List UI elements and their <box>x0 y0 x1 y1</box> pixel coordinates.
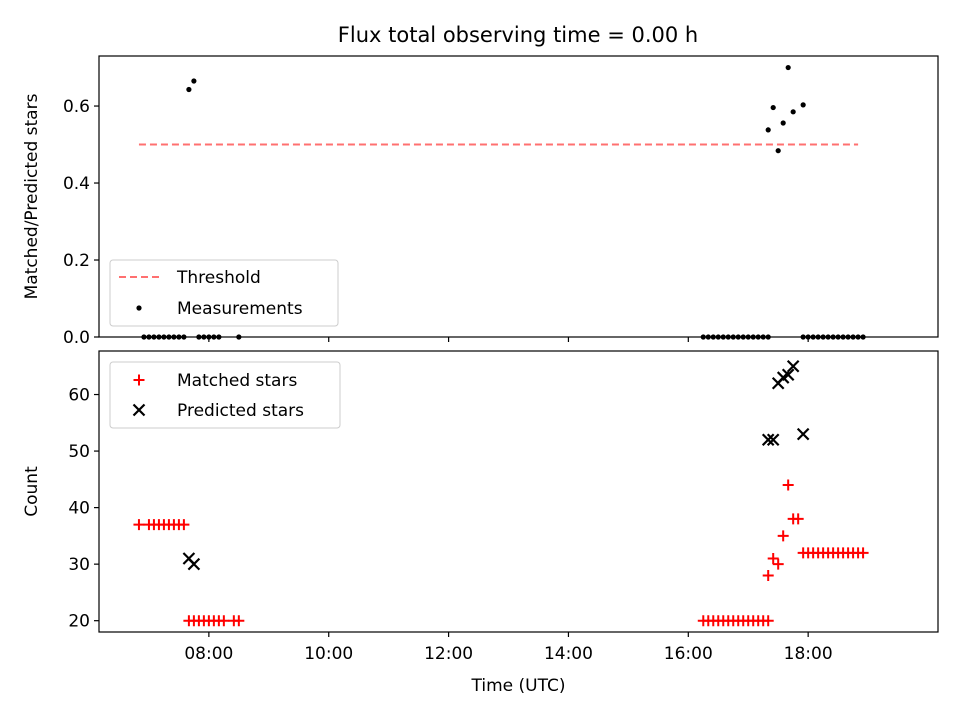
top-frame <box>98 55 939 338</box>
bottom-ytick-label: 50 <box>68 442 90 462</box>
bottom-legend-box <box>109 361 341 429</box>
matched-star-point <box>792 513 804 525</box>
measurement-point <box>191 78 197 84</box>
predicted-star-point <box>187 557 201 571</box>
legend-measurements-swatch <box>136 305 142 311</box>
legend-matched-label: Matched stars <box>177 371 297 391</box>
top-ylabel: Matched/Predicted stars <box>22 93 42 299</box>
bottom-xtick-label: 10:00 <box>304 644 353 664</box>
legend-matched-swatch <box>133 374 145 386</box>
measurement-point <box>186 86 192 93</box>
top-legend-box <box>109 259 339 327</box>
bottom-ytick-label: 40 <box>68 499 90 519</box>
predicted-stars-series <box>182 359 810 571</box>
predicted-star-point <box>781 368 795 382</box>
measurement-point <box>770 104 776 111</box>
bottom-legend: Matched stars Predicted stars <box>109 361 341 429</box>
matched-star-point <box>767 552 779 564</box>
legend-measurements-label: Measurements <box>177 299 303 319</box>
matched-star-point <box>777 530 789 542</box>
matched-star-point <box>178 519 190 531</box>
legend-predicted-label: Predicted stars <box>177 401 304 421</box>
measurement-point <box>790 109 796 115</box>
matched-star-point <box>772 558 784 570</box>
measurement-point <box>765 127 771 133</box>
top-legend: Threshold Measurements <box>109 259 339 327</box>
top-panel: 0.0 0.2 0.4 0.6 Matched/Predicted stars Thres… <box>22 55 939 348</box>
measurement-point <box>775 148 781 154</box>
measurement-point <box>800 102 806 108</box>
predicted-star-point <box>796 427 810 441</box>
matched-star-point <box>233 615 245 627</box>
measurement-point <box>780 120 786 126</box>
top-ytick-label: 0.6 <box>63 97 90 117</box>
bottom-ylabel: Count <box>22 466 42 517</box>
bottom-xtick-label: 08:00 <box>184 644 233 664</box>
measurement-point <box>785 64 791 71</box>
bottom-frame <box>98 350 939 633</box>
bottom-xtick-label: 14:00 <box>544 644 593 664</box>
legend-predicted-swatch <box>132 403 146 417</box>
predicted-star-point <box>786 359 800 373</box>
bottom-ytick-label: 30 <box>68 555 90 575</box>
matched-star-point <box>218 615 230 627</box>
top-ytick-label: 0.2 <box>63 251 90 271</box>
bottom-xtick-label: 16:00 <box>664 644 713 664</box>
matched-star-point <box>857 547 869 559</box>
chart-title: Flux total observing time = 0.00 h <box>338 23 698 47</box>
bottom-xtick-label: 18:00 <box>784 644 833 664</box>
bottom-panel: 20 30 40 50 60 08:00 10:00 12:00 14:00 16:00 18:00… <box>22 350 939 696</box>
matched-star-point <box>782 479 794 491</box>
matched-star-point <box>133 519 145 531</box>
bottom-xlabel: Time (UTC) <box>471 676 566 696</box>
top-ytick-label: 0.0 <box>63 328 90 348</box>
matched-star-point <box>762 615 774 627</box>
predicted-star-point <box>766 433 780 447</box>
matched-stars-series <box>133 479 869 627</box>
bottom-xtick-label: 12:00 <box>424 644 473 664</box>
top-ytick-label: 0.4 <box>63 174 90 194</box>
legend-threshold-label: Threshold <box>176 268 261 288</box>
matched-star-point <box>762 569 774 581</box>
predicted-star-point <box>761 433 775 447</box>
bottom-ytick-label: 60 <box>68 386 90 406</box>
bottom-ytick-label: 20 <box>68 612 90 632</box>
